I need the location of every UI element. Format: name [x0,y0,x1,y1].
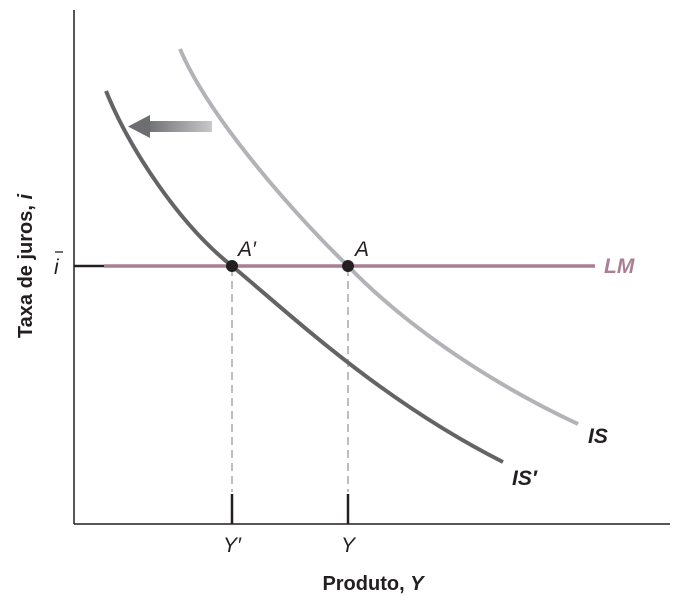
is-prime-curve [104,90,504,464]
point-a [342,260,354,272]
shift-arrow-shaft [146,121,212,132]
is-prime-label: IS′ [512,467,538,490]
is-label: IS [588,425,608,448]
x-axis-title: Produto, Y [322,573,425,595]
point-a-prime [226,260,238,272]
is-curve [178,48,579,426]
y-axis-title: Taxa de juros, i [15,193,37,338]
i-bar-label: i [54,256,60,279]
x-tick-y-label: Y [341,534,357,557]
lm-label: LM [604,255,635,278]
shift-arrow-head [128,115,150,138]
point-a-prime-label: A′ [236,238,257,261]
point-a-label: A [353,238,369,261]
x-tick-y-prime-label: Y′ [223,534,242,557]
